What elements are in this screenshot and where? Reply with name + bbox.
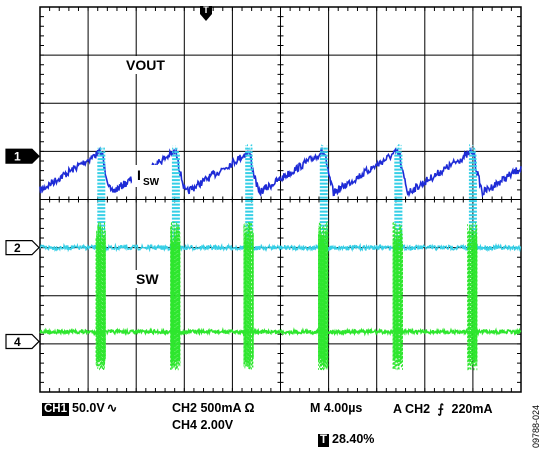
- isw-pulse-2: [171, 145, 180, 248]
- sw-pulse-1: [95, 221, 106, 371]
- channel-marker-label: 4: [14, 335, 21, 349]
- isw-baseline-trace: [39, 242, 522, 253]
- trigger-slope-icon: ⨍: [437, 402, 445, 416]
- trigger-pos-value: 28.40%: [332, 432, 375, 446]
- vout-trace: [39, 146, 522, 198]
- figure-number: 09788-024: [531, 404, 541, 448]
- sw-annotation: SW: [132, 270, 164, 288]
- isw-pulse-3: [245, 144, 254, 248]
- isw-pulse-1: [97, 146, 106, 248]
- trigger-source: A CH2: [393, 402, 431, 416]
- isw-label-sub: SW: [143, 177, 160, 188]
- trigger-position-readout: T 28.40%: [318, 432, 374, 447]
- channel-marker-label: 1: [14, 150, 21, 164]
- isw-pulse-6: [468, 144, 477, 248]
- sw-pulse-6: [467, 221, 478, 371]
- trigger-marker-label: T: [203, 5, 209, 15]
- trigger-position-marker: T: [200, 5, 212, 21]
- ch1-coupling-icon: ∿: [106, 401, 118, 415]
- timebase-readout: M 4.00µs: [310, 401, 363, 415]
- channel-marker-1: 1: [5, 148, 40, 164]
- channel-marker-label: 2: [14, 241, 21, 255]
- isw-pulse-4: [319, 144, 328, 248]
- channel-marker-shape: [5, 148, 40, 164]
- vout-label: VOUT: [126, 57, 165, 73]
- isw-annotation: I SW: [132, 165, 166, 188]
- ch2-readout: CH2 500mA Ω: [172, 401, 255, 415]
- sw-label: SW: [136, 271, 159, 287]
- ch1-scale: 50.0V: [72, 401, 105, 415]
- channel-marker-4: 4: [5, 333, 40, 350]
- sw-baseline-trace: [39, 327, 522, 337]
- trigger-readout: A CH2 ⨍ 220mA: [393, 401, 493, 416]
- vout-annotation: VOUT: [122, 56, 178, 74]
- isw-label-main: I: [137, 167, 141, 183]
- sw-pulse-2: [170, 221, 181, 371]
- ch4-readout: CH4 2.00V: [172, 418, 234, 432]
- graticule: [39, 6, 522, 393]
- trigger-pos-badge: T: [318, 434, 330, 447]
- waveform-traces: [39, 144, 522, 371]
- sw-pulse-4: [318, 221, 329, 371]
- sw-pulse-5: [392, 221, 403, 371]
- channel-marker-2: 2: [5, 240, 40, 256]
- sw-pulse-3: [243, 221, 254, 370]
- isw-pulse-5: [394, 144, 403, 248]
- ch1-readout: CH1 50.0V ∿: [42, 400, 117, 416]
- channel-marker-shape: [5, 333, 40, 350]
- channel-marker-shape: [5, 240, 40, 256]
- channel-markers: 1 2 4: [5, 148, 40, 350]
- trigger-level: 220mA: [451, 402, 493, 416]
- ch1-badge: CH1: [42, 403, 70, 416]
